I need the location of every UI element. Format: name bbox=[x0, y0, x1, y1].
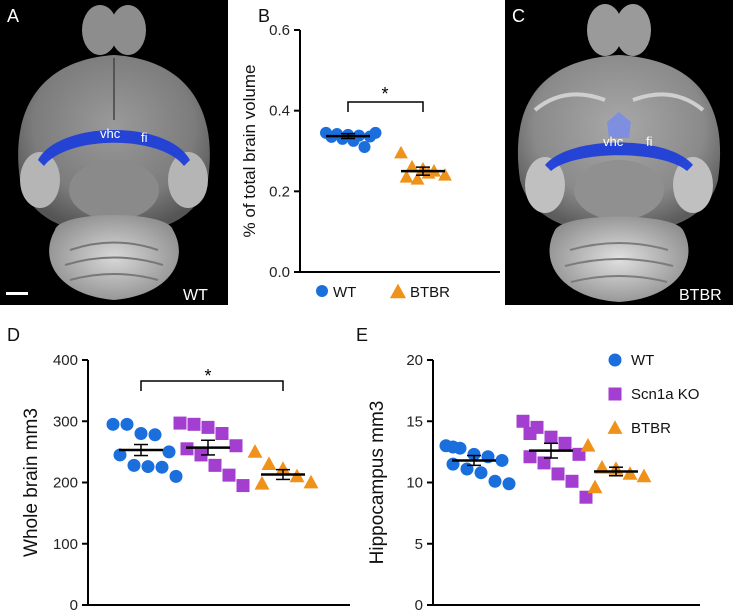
panel-a-label: A bbox=[7, 6, 20, 26]
significance-bracket bbox=[347, 101, 424, 112]
data-point bbox=[127, 458, 141, 472]
data-point bbox=[106, 417, 120, 431]
y-tick-label: 0.6 bbox=[269, 22, 290, 39]
data-point bbox=[148, 428, 162, 442]
significance-star: * bbox=[204, 366, 211, 386]
panel-e-label: E bbox=[356, 325, 369, 345]
y-tick-label: 0.4 bbox=[269, 103, 290, 120]
y-tick-label: 0.2 bbox=[269, 183, 290, 200]
legend-label: BTBR bbox=[631, 420, 671, 437]
data-point bbox=[495, 453, 509, 467]
chart-b: 0.0 0.2 0.4 0.6 % of total brain volume * WT BT… bbox=[230, 0, 505, 310]
y-tick-label: 0 bbox=[70, 597, 78, 611]
data-point bbox=[537, 456, 551, 470]
y-tick-label: 0.0 bbox=[269, 264, 290, 281]
btbr-image-label: BTBR bbox=[679, 287, 722, 304]
data-point bbox=[369, 126, 382, 139]
chart-e: 0 5 10 15 20 Hippocampus mm3 WT Scn1a KO BTBR bbox=[355, 330, 733, 611]
data-point bbox=[254, 475, 270, 490]
legend-label: Scn1a KO bbox=[631, 386, 699, 403]
data-point bbox=[587, 479, 603, 494]
btbr-hippocampal-commissure-overlay bbox=[545, 142, 693, 171]
data-point bbox=[169, 469, 183, 483]
legend-marker bbox=[607, 420, 623, 434]
legend-label-wt: WT bbox=[333, 284, 356, 301]
fi-label-a: fi bbox=[141, 130, 148, 145]
wt-hippocampal-commissure-overlay bbox=[38, 130, 190, 166]
btbr-brain-image: vhc fi BTBR bbox=[505, 0, 733, 305]
legend-label: WT bbox=[631, 352, 654, 369]
data-point bbox=[580, 437, 596, 452]
data-point bbox=[134, 427, 148, 440]
panel-d-label: D bbox=[7, 325, 20, 345]
data-point bbox=[236, 479, 250, 493]
data-point bbox=[438, 168, 452, 181]
data-point bbox=[208, 458, 222, 472]
data-point bbox=[201, 420, 215, 434]
y-axis-label: % of total brain volume bbox=[240, 65, 259, 238]
vhc-label-c: vhc bbox=[603, 134, 624, 149]
data-point bbox=[460, 462, 474, 476]
wt-brain-image: vhc fi WT bbox=[0, 0, 228, 305]
y-tick-label: 300 bbox=[53, 413, 78, 430]
data-point bbox=[502, 477, 516, 491]
data-point bbox=[173, 416, 187, 430]
data-point bbox=[446, 440, 460, 454]
data-point bbox=[551, 467, 565, 481]
data-point bbox=[394, 145, 408, 159]
data-point bbox=[488, 474, 502, 488]
data-point bbox=[247, 444, 263, 458]
data-point bbox=[467, 447, 481, 461]
legend-marker-wt bbox=[316, 285, 328, 297]
significance-bracket bbox=[140, 380, 284, 391]
data-point bbox=[303, 474, 319, 489]
data-point bbox=[141, 460, 155, 474]
data-point bbox=[523, 450, 537, 464]
data-point bbox=[229, 439, 243, 453]
data-point bbox=[410, 172, 425, 185]
data-point bbox=[405, 159, 419, 173]
data-point bbox=[215, 427, 229, 440]
data-point bbox=[155, 460, 169, 474]
data-point bbox=[222, 468, 236, 482]
y-tick-label: 20 bbox=[406, 352, 423, 369]
data-point bbox=[113, 448, 127, 462]
panel-c-label: C bbox=[512, 6, 525, 26]
data-point bbox=[544, 430, 558, 444]
wt-image-label: WT bbox=[183, 287, 208, 304]
data-point bbox=[636, 468, 652, 483]
y-tick-label: 10 bbox=[406, 475, 423, 492]
data-point bbox=[516, 414, 530, 428]
y-tick-label: 5 bbox=[415, 536, 423, 553]
chart-d: 0 100 200 300 400 Whole brain mm3 * bbox=[0, 330, 355, 611]
data-point bbox=[261, 456, 277, 470]
data-point bbox=[565, 474, 579, 488]
data-point bbox=[523, 427, 537, 440]
data-point bbox=[399, 170, 414, 183]
legend-marker-btbr bbox=[389, 283, 407, 299]
data-point bbox=[120, 417, 134, 431]
legend-marker bbox=[608, 353, 622, 367]
data-point bbox=[275, 461, 291, 475]
y-tick-label: 200 bbox=[53, 475, 78, 492]
data-point bbox=[558, 436, 572, 450]
data-point bbox=[187, 417, 201, 431]
data-point bbox=[162, 445, 176, 459]
data-point bbox=[622, 466, 638, 480]
y-tick-label: 0 bbox=[415, 597, 423, 611]
vhc-label-a: vhc bbox=[100, 126, 121, 141]
y-tick-label: 100 bbox=[53, 536, 78, 553]
y-axis-label: Hippocampus mm3 bbox=[367, 401, 388, 565]
y-axis-label: Whole brain mm3 bbox=[21, 408, 42, 557]
legend-label-btbr: BTBR bbox=[410, 284, 450, 301]
y-tick-label: 400 bbox=[53, 352, 78, 369]
data-point bbox=[474, 466, 488, 480]
legend-marker bbox=[608, 387, 622, 401]
panel-b-label: B bbox=[258, 6, 271, 26]
y-tick-label: 15 bbox=[406, 413, 423, 430]
significance-star: * bbox=[381, 84, 388, 104]
data-point bbox=[579, 490, 593, 504]
data-point bbox=[358, 140, 371, 153]
fi-label-c: fi bbox=[646, 134, 653, 149]
